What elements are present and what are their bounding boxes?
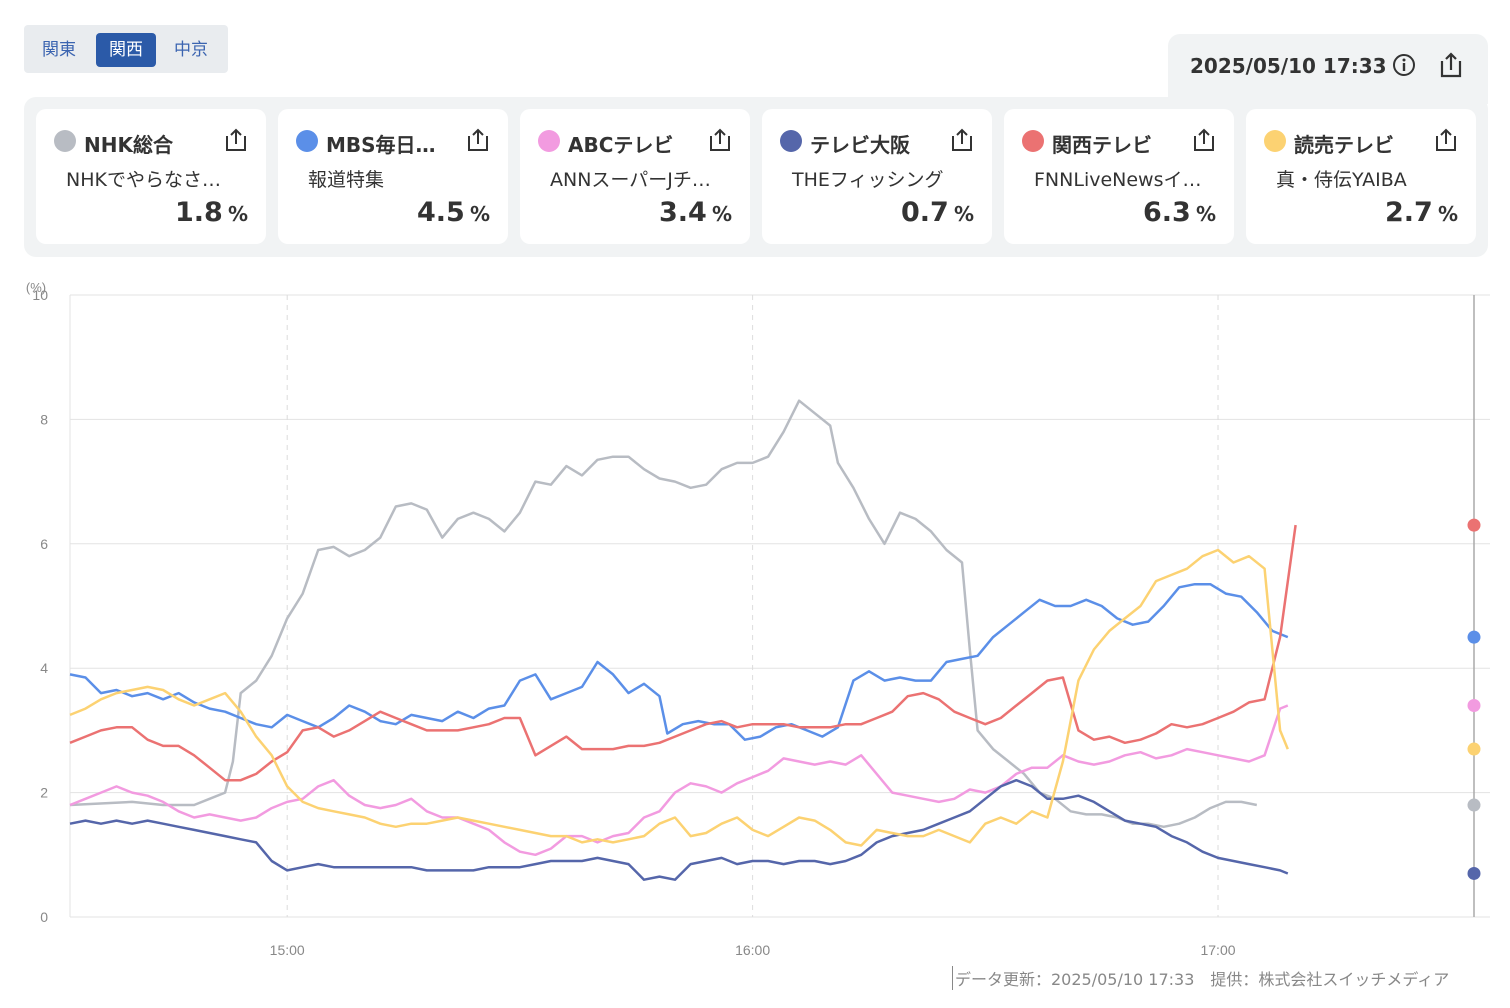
x-tick-label: 17:00	[1200, 942, 1235, 958]
rating-unit: %	[469, 202, 490, 226]
rating-value: 3.4 %	[659, 197, 732, 228]
share-icon[interactable]	[1434, 127, 1458, 153]
share-icon[interactable]	[1192, 127, 1216, 153]
y-unit-label: (%)	[26, 280, 46, 295]
channel-name: 関西テレビ	[1052, 133, 1152, 157]
timestamp: 2025/05/10 17:33	[1190, 54, 1387, 78]
series-line	[69, 399, 1258, 829]
series-endpoint-dot	[1467, 699, 1481, 713]
share-icon[interactable]	[1438, 51, 1464, 79]
channel-name: MBS毎日…	[326, 133, 436, 157]
share-icon[interactable]	[224, 127, 248, 153]
channel-name: NHK総合	[84, 133, 173, 157]
channel-color-dot	[54, 130, 76, 152]
channel-color-dot	[538, 130, 560, 152]
rating-unit: %	[953, 202, 974, 226]
series-line	[69, 524, 1297, 782]
rating-number: 1.8	[175, 197, 223, 228]
series-line	[69, 778, 1289, 881]
series-line	[69, 582, 1289, 741]
channel-name: テレビ大阪	[810, 133, 910, 157]
y-tick-label: 10	[32, 287, 48, 303]
x-tick-label: 16:00	[735, 942, 770, 958]
program-title: 報道特集	[308, 169, 385, 191]
channel-card[interactable]: NHK総合 NHKでやらなさ… 1.8 %	[36, 109, 266, 244]
share-icon[interactable]	[950, 127, 974, 153]
program-title: 真・侍伝YAIBA	[1276, 169, 1407, 191]
footer-credit: データ更新：2025/05/10 17:33 提供：株式会社スイッチメディア	[952, 966, 1449, 990]
timestamp-box: 2025/05/10 17:33	[1168, 34, 1488, 104]
y-tick-label: 6	[40, 536, 48, 552]
program-title: THEフィッシング	[792, 169, 944, 191]
y-tick-label: 2	[40, 785, 48, 801]
rating-number: 0.7	[901, 197, 949, 228]
channel-card[interactable]: 読売テレビ真・侍伝YAIBA 2.7 %	[1246, 109, 1476, 244]
tab-chukyo[interactable]: 中京	[174, 40, 208, 60]
channel-panel: NHK総合 NHKでやらなさ… 1.8 % MBS毎日… 報道特集 4.5 % ABCテレビ…	[24, 97, 1488, 257]
share-icon[interactable]	[466, 127, 490, 153]
rating-number: 2.7	[1385, 197, 1433, 228]
y-tick-label: 4	[40, 660, 48, 676]
rating-value: 4.5 %	[417, 197, 490, 228]
region-tabs: 関東 関西 中京	[24, 25, 228, 73]
channel-name: 読売テレビ	[1294, 133, 1394, 157]
series-endpoint-dot	[1467, 518, 1481, 532]
channel-color-dot	[780, 130, 802, 152]
y-tick-label: 8	[40, 411, 48, 427]
info-icon[interactable]	[1392, 53, 1416, 77]
rating-value: 6.3 %	[1143, 197, 1216, 228]
rating-unit: %	[711, 202, 732, 226]
rating-value: 2.7 %	[1385, 197, 1458, 228]
program-title: NHKでやらなさ…	[66, 169, 221, 191]
tab-kanto[interactable]: 関東	[42, 40, 76, 60]
channel-card[interactable]: テレビ大阪 THEフィッシング 0.7 %	[762, 109, 992, 244]
series-endpoint-dot	[1467, 798, 1481, 812]
y-tick-label: 0	[40, 909, 48, 925]
x-tick-label: 15:00	[270, 942, 305, 958]
series-endpoint-dot	[1467, 866, 1481, 880]
tab-kansai[interactable]: 関西	[96, 33, 156, 67]
channel-color-dot	[296, 130, 318, 152]
series-line	[69, 548, 1289, 847]
channel-card[interactable]: 関西テレビ FNNLiveNewsイ… 6.3 %	[1004, 109, 1234, 244]
rating-number: 6.3	[1143, 197, 1191, 228]
rating-value: 0.7 %	[901, 197, 974, 228]
channel-card[interactable]: MBS毎日… 報道特集 4.5 %	[278, 109, 508, 244]
ratings-chart: 0 2 4 6 8 10(%) 15:00 16:00 17:00	[26, 280, 1490, 958]
rating-unit: %	[1437, 202, 1458, 226]
program-title: ANNスーパーJチ…	[550, 169, 711, 191]
channel-card[interactable]: ABCテレビ ANNスーパーJチ… 3.4 %	[520, 109, 750, 244]
share-icon[interactable]	[708, 127, 732, 153]
channel-color-dot	[1264, 130, 1286, 152]
rating-number: 4.5	[417, 197, 465, 228]
series-endpoint-dot	[1467, 742, 1481, 756]
series-line	[69, 704, 1289, 857]
rating-unit: %	[227, 202, 248, 226]
program-title: FNNLiveNewsイ…	[1034, 169, 1202, 191]
channel-color-dot	[1022, 130, 1044, 152]
rating-unit: %	[1195, 202, 1216, 226]
channel-name: ABCテレビ	[568, 133, 674, 157]
rating-value: 1.8 %	[175, 197, 248, 228]
series-endpoint-dot	[1467, 630, 1481, 644]
rating-number: 3.4	[659, 197, 707, 228]
